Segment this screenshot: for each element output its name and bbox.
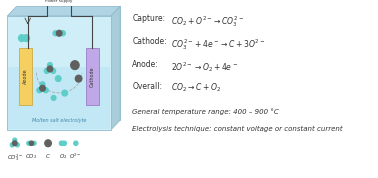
Circle shape <box>51 95 56 100</box>
Text: Anode: Anode <box>23 68 28 84</box>
Circle shape <box>15 143 19 147</box>
Circle shape <box>37 88 42 93</box>
Circle shape <box>29 141 34 145</box>
Circle shape <box>13 138 17 142</box>
Polygon shape <box>86 48 99 105</box>
Text: Capture:: Capture: <box>132 14 165 23</box>
Circle shape <box>62 90 68 96</box>
Polygon shape <box>19 48 33 105</box>
Text: $CO_3^{2-} + 4e^- \rightarrow C + 3O^{2-}$: $CO_3^{2-} + 4e^- \rightarrow C + 3O^{2-… <box>171 37 265 52</box>
Circle shape <box>23 35 29 41</box>
Text: $O^{2-}$: $O^{2-}$ <box>70 152 82 161</box>
Circle shape <box>75 75 82 82</box>
Text: Power supply: Power supply <box>45 0 73 3</box>
Circle shape <box>12 141 17 146</box>
Circle shape <box>45 140 51 147</box>
Circle shape <box>33 141 36 145</box>
Text: $CO_3^{2-}$: $CO_3^{2-}$ <box>6 152 23 163</box>
Polygon shape <box>8 67 110 129</box>
Circle shape <box>56 30 62 36</box>
Text: $CO_2$: $CO_2$ <box>25 152 37 161</box>
Text: Molten salt electrolyte: Molten salt electrolyte <box>32 118 86 123</box>
Text: $C$: $C$ <box>45 152 51 160</box>
Polygon shape <box>111 6 120 130</box>
Circle shape <box>19 35 25 41</box>
Circle shape <box>43 88 48 93</box>
Circle shape <box>47 66 53 72</box>
Text: Anode:: Anode: <box>132 60 159 69</box>
Circle shape <box>60 31 65 36</box>
Text: Cathode: Cathode <box>90 66 95 87</box>
Text: Cathode:: Cathode: <box>132 37 167 46</box>
Circle shape <box>74 141 78 145</box>
Circle shape <box>48 63 52 68</box>
Circle shape <box>56 76 61 82</box>
Text: $O_2$: $O_2$ <box>59 152 67 161</box>
Circle shape <box>59 141 64 145</box>
Circle shape <box>44 68 49 73</box>
Circle shape <box>53 31 58 36</box>
Circle shape <box>40 82 45 87</box>
Text: $CO_2 + O^{2-} \rightarrow CO_3^{2-}$: $CO_2 + O^{2-} \rightarrow CO_3^{2-}$ <box>171 14 244 29</box>
Circle shape <box>10 143 14 147</box>
Circle shape <box>40 85 45 91</box>
Circle shape <box>71 61 79 69</box>
Circle shape <box>62 141 66 145</box>
FancyBboxPatch shape <box>47 0 72 5</box>
Circle shape <box>51 68 56 73</box>
Text: $CO_2 \rightarrow C + O_2$: $CO_2 \rightarrow C + O_2$ <box>171 82 221 94</box>
Polygon shape <box>8 6 120 16</box>
Circle shape <box>27 141 31 145</box>
Text: $2O^{2-} \rightarrow O_2 + 4e^-$: $2O^{2-} \rightarrow O_2 + 4e^-$ <box>171 60 238 74</box>
Polygon shape <box>8 16 111 130</box>
Text: General temperature range: 400 – 900 °C: General temperature range: 400 – 900 °C <box>132 109 279 115</box>
Text: Electrolysis technique: constant voltage or constant current: Electrolysis technique: constant voltage… <box>132 126 343 132</box>
Text: Overall:: Overall: <box>132 82 162 90</box>
Polygon shape <box>17 6 120 120</box>
